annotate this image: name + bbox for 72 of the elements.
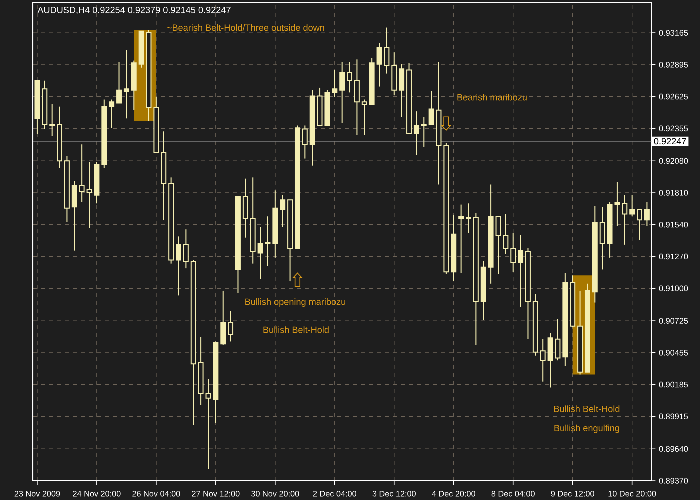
candlestick [362,99,368,136]
candlestick [86,162,92,229]
candlestick [510,232,516,272]
y-tick-label: 0.91540 [659,222,688,228]
candlestick [428,90,434,125]
y-tick-label: 0.91810 [659,190,688,196]
x-tick-label: 9 Dec 12:00 [551,490,594,497]
y-tick-label: 0.92355 [659,126,688,132]
candlestick [466,203,472,234]
candlestick [421,116,427,148]
y-tick-label: 0.90725 [659,318,688,324]
candlestick [458,204,464,274]
y-tick-label: 0.89915 [659,414,688,420]
x-tick-label: 23 Nov 2009 [14,490,60,497]
candlestick [206,378,212,470]
y-tick-label: 0.92080 [659,158,688,164]
candlestick [622,194,628,246]
candlestick [600,206,606,270]
y-tick-label: 0.89640 [659,446,688,452]
candlestick [176,236,182,296]
candlestick [116,61,122,104]
y-tick-label: 0.90185 [659,382,688,388]
x-tick-label: 3 Dec 12:00 [372,490,416,497]
candlestick [384,27,390,74]
candlestick [72,180,78,252]
x-tick-label: 4 Dec 20:00 [432,490,476,497]
chart-title: AUDUSD,H4 0.92254 0.92379 0.92145 0.92247 [38,6,231,14]
x-tick-label: 2 Dec 04:00 [313,490,356,497]
y-tick-label: 0.91270 [659,254,688,260]
candlestick [242,178,248,238]
candlestick [220,290,226,346]
candlestick [644,202,650,226]
candlestick [332,70,338,98]
candlestick [354,59,360,136]
candlestick [183,228,189,269]
candlestick [518,234,524,308]
y-tick-label: 0.92895 [659,62,688,68]
candlestick [228,310,234,342]
candlestick [540,338,546,382]
x-tick-label: 24 Nov 20:00 [73,490,121,497]
candlestick [280,194,286,228]
annotation: Bullish engulfing [554,424,620,434]
candlestick [414,110,420,156]
candlestick [50,104,56,137]
annotation: Bullish Belt-Hold [554,406,620,412]
annotation: Bullish Belt-Hold [264,326,329,334]
x-tick-label: 27 Nov 12:00 [192,490,240,497]
candlestick [503,214,509,255]
x-tick-label: 26 Nov 04:00 [132,490,180,497]
annotation: ~Bearish Belt-Hold/Three outside down [167,24,324,31]
y-tick-label: 0.91000 [659,286,688,292]
candlestick [302,125,308,160]
annotation: Bearish maribozu [458,94,527,101]
candlestick [399,64,405,118]
x-tick-label: 30 Nov 20:00 [252,490,300,497]
x-tick-label: 8 Dec 04:00 [492,490,535,497]
candlestick [630,194,636,217]
candlestick [347,61,353,94]
candlestick [637,208,642,241]
candlestick [79,144,85,203]
y-tick-label: 0.89370 [659,478,688,484]
y-tick-label: 0.93165 [659,30,688,36]
annotation: Bullish opening maribozu [246,298,346,307]
candlestick [340,61,346,124]
candlestick [496,216,502,275]
candlestick [376,42,382,88]
ref-line-label: 0.92247 [654,138,686,145]
y-tick-label: 0.92625 [659,94,688,100]
y-tick-label: 0.90455 [659,350,688,356]
candlestick [124,50,130,120]
candlestick [109,99,115,128]
x-tick-label: 10 Dec 20:00 [608,490,656,497]
